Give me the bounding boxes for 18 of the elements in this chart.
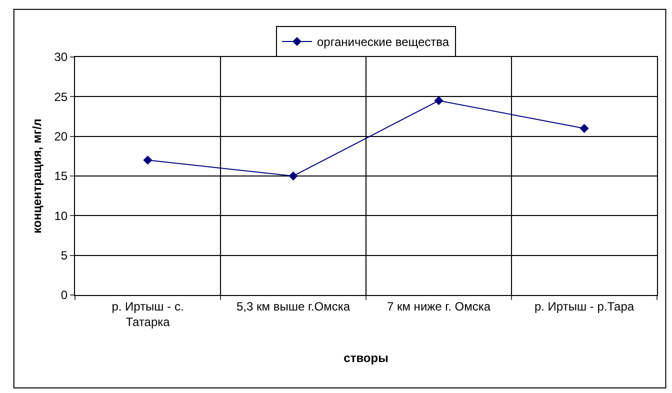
y-tick-label: 15 xyxy=(54,169,68,184)
x-axis-title: створы xyxy=(344,350,388,365)
legend-label: органические вещества xyxy=(317,35,450,50)
x-tick-label: р. Иртыш - с. Татарка xyxy=(112,299,184,329)
y-tick-label: 0 xyxy=(60,288,68,302)
y-tick-label: 25 xyxy=(54,90,68,104)
y-tick-label: 10 xyxy=(54,208,68,223)
x-tick-label: 5,3 км выше г.Омска xyxy=(236,299,350,314)
y-axis-title: концентрация, мг/л xyxy=(30,118,44,234)
x-tick-label: р. Иртыш - р.Тара xyxy=(534,299,634,314)
point xyxy=(434,96,444,106)
point xyxy=(143,156,152,165)
y-tick-label: 20 xyxy=(54,130,68,144)
y-tick-label: 5 xyxy=(60,248,68,263)
point xyxy=(288,171,298,181)
point xyxy=(580,124,589,133)
y-tick-label: 30 xyxy=(54,50,68,64)
x-tick-label: 7 км ниже г. Омска xyxy=(386,299,491,314)
